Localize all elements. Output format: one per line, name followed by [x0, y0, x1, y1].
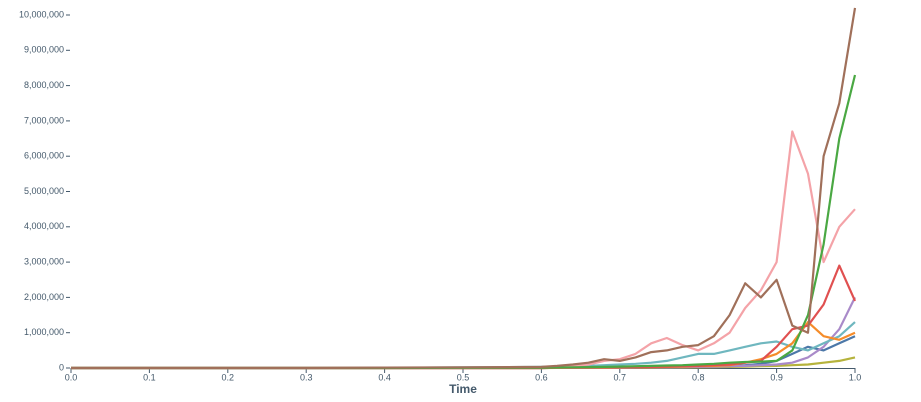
y-tick-label: 5,000,000 — [24, 186, 64, 196]
series-line — [71, 264, 857, 370]
y-tick-label: 8,000,000 — [24, 80, 64, 90]
y-tick-label: 9,000,000 — [24, 45, 64, 55]
x-tick-label: 0.4 — [378, 372, 391, 382]
x-tick-label: 0.9 — [770, 372, 783, 382]
x-tick-label: 0.7 — [614, 372, 627, 382]
y-tick-label: 2,000,000 — [24, 292, 64, 302]
x-tick-label: 0.1 — [143, 372, 156, 382]
y-tick-label: 4,000,000 — [24, 221, 64, 231]
series-line — [71, 321, 856, 370]
x-tick-label: 0.6 — [535, 372, 548, 382]
y-tick-label: 0 — [59, 362, 64, 372]
series-line — [71, 130, 856, 370]
series-line — [71, 7, 857, 370]
y-tick-label: 7,000,000 — [24, 115, 64, 125]
x-tick-label: 0.2 — [222, 372, 235, 382]
x-tick-label: 0.0 — [65, 372, 78, 382]
y-tick-label: 10,000,000 — [19, 9, 64, 19]
x-axis-title: Time — [449, 382, 477, 396]
x-tick-label: 0.3 — [300, 372, 313, 382]
series-line — [71, 74, 857, 370]
y-tick-label: 3,000,000 — [24, 256, 64, 266]
y-tick-label: 1,000,000 — [24, 327, 64, 337]
series-line — [71, 296, 856, 370]
y-tick-label: 6,000,000 — [24, 151, 64, 161]
series-line — [71, 321, 856, 370]
x-tick-label: 0.8 — [692, 372, 705, 382]
x-tick-label: 0.5 — [457, 372, 470, 382]
x-tick-label: 1.0 — [849, 372, 862, 382]
